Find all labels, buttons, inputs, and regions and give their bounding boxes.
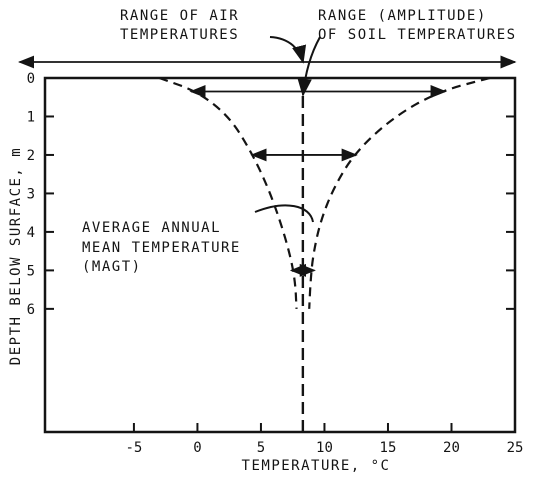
y-tick-label: 1 [27,109,35,125]
x-axis-label: TEMPERATURE, °C [242,458,391,474]
soil-range-callout [297,36,321,97]
x-tick-label: 5 [257,440,265,456]
x-tick-label: 10 [316,440,333,456]
x-tick-label: -5 [125,440,142,456]
plot-frame [43,76,517,434]
magt-callout [254,204,314,223]
envelope-curve-max [308,76,490,309]
x-tick-label: 0 [193,440,201,456]
plot-layer: -5 0 5 10 15 20 25 0 1 2 3 4 5 6 [17,55,524,456]
magt-label-line2: MEAN TEMPERATURE [82,240,241,256]
x-tick-label: 25 [507,440,524,456]
soil-range-label-line2: OF SOIL TEMPERATURES [318,27,517,43]
y-tick-label: 4 [27,225,35,241]
x-tick-label: 20 [443,440,460,456]
y-tick-label: 2 [27,148,35,164]
y-axis-label: DEPTH BELOW SURFACE, m [8,147,24,365]
y-tick-label: 6 [27,302,35,318]
annotation-layer: RANGE OF AIR TEMPERATURES RANGE (AMPLITU… [82,8,517,275]
y-tick-label: 3 [27,186,35,202]
envelope-curve-min [158,76,298,310]
magt-label-line3: (MAGT) [82,259,142,275]
soil-range-label-line1: RANGE (AMPLITUDE) [318,8,487,24]
air-range-label-line1: RANGE OF AIR [120,8,239,24]
x-tick-label: 15 [380,440,397,456]
magt-label-line1: AVERAGE ANNUAL [82,220,221,236]
air-range-callout [269,36,307,64]
y-tick-label: 0 [27,71,35,87]
y-tick-label: 5 [27,263,35,279]
air-range-label-line2: TEMPERATURES [120,27,239,43]
